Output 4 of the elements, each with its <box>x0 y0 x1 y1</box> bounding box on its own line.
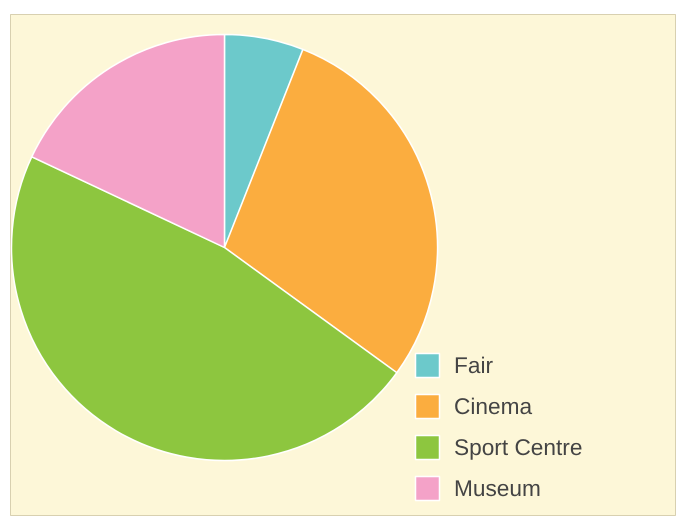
legend-label: Cinema <box>454 392 532 420</box>
legend-label: Museum <box>454 474 541 502</box>
legend-label: Fair <box>454 352 494 378</box>
legend-label: Sport Centre <box>454 434 582 460</box>
